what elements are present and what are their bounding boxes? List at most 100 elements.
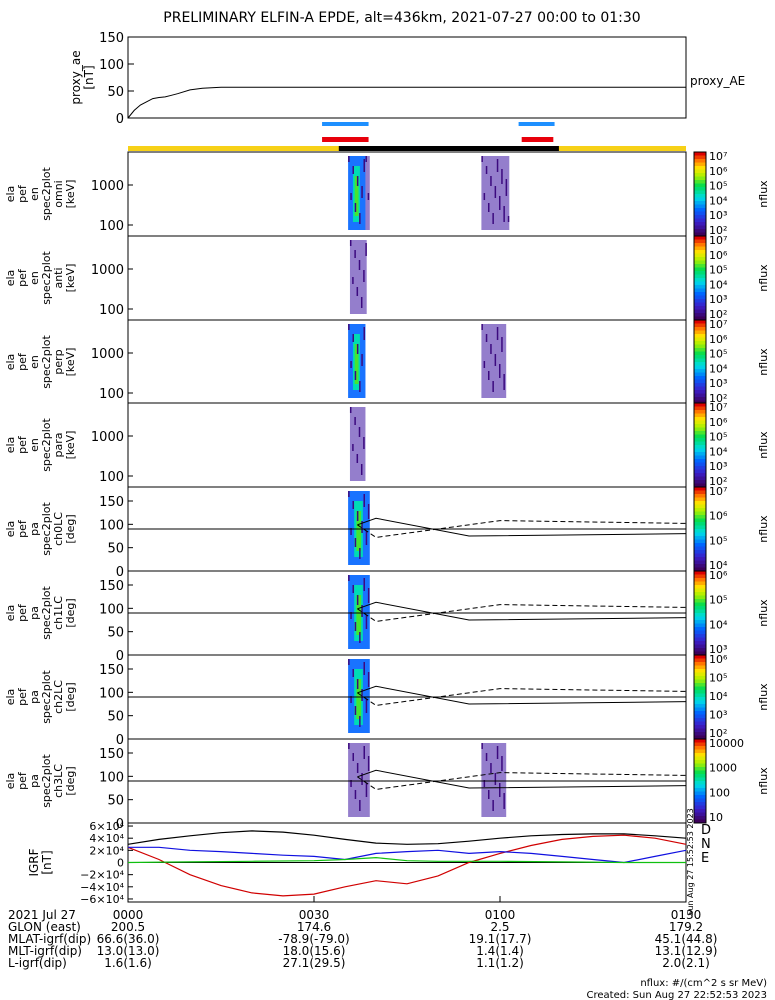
colorbar-tick-label: 10⁴ — [709, 194, 728, 207]
footer-value: 1.6(1.6) — [104, 956, 152, 970]
spectrogram-pixel — [354, 706, 357, 715]
igrf-ylabel-line: [nT] — [40, 850, 54, 874]
colorbar-cell — [694, 497, 706, 502]
spectrogram-pixel — [363, 270, 365, 282]
spectrogram-pixel — [496, 159, 499, 172]
colorbar-cell — [694, 753, 706, 757]
spectrogram-pixel — [494, 773, 497, 785]
colorbar-cell — [694, 369, 706, 373]
proxy-ae-panel: 150 100 50 0 proxy_AE proxy_ae[nT] — [69, 31, 745, 127]
spectrogram-pixel — [348, 575, 350, 581]
colorbar-cell — [694, 567, 706, 572]
panel-ylabel-line: en — [28, 438, 41, 452]
colorbar-tick-label: 10³ — [709, 209, 727, 222]
spectrogram-pixel — [352, 334, 354, 342]
colorbar-tick-label: 10⁷ — [709, 234, 727, 247]
spectrogram-pixel — [485, 334, 488, 342]
spectrogram-pixel — [349, 240, 352, 246]
spectrogram-pixel — [359, 632, 361, 643]
panel-bg — [128, 320, 686, 404]
panel-ylabel-line: pef — [16, 519, 29, 538]
colorbar-cell — [694, 616, 706, 621]
panel-ylabel-line: pef — [16, 352, 29, 371]
spectrogram-pixel — [363, 746, 365, 759]
colorbar-cell — [694, 679, 706, 684]
colorbar-cell — [694, 264, 706, 268]
colorbar-cell — [694, 735, 706, 740]
colorbar-cell — [694, 574, 706, 579]
footer-value: 13.1(12.9) — [655, 944, 718, 958]
colorbar-cell — [694, 774, 706, 778]
spectrogram-pixel — [505, 179, 508, 196]
footer-value: 2.5 — [490, 920, 509, 934]
colorbar-cell — [694, 749, 706, 754]
spectrogram-pixel — [361, 689, 363, 701]
spectrogram-pixel — [499, 364, 501, 378]
colorbar-cell — [694, 564, 706, 568]
footer-row-label: 2021 Jul 27 — [8, 908, 76, 922]
colorbar-cell — [694, 620, 706, 624]
colorbar-cell — [694, 714, 706, 719]
spectrogram-pixel — [356, 287, 359, 296]
colorbar-cell — [694, 274, 706, 279]
spectrogram-pixel — [365, 615, 368, 629]
spectrogram-pixel — [356, 511, 359, 521]
colorbar-tick-label: 10⁵ — [709, 594, 727, 607]
proxy-ae-ytick-label: 0 — [116, 112, 124, 127]
colorbar-cell — [694, 802, 706, 806]
colorbar-tick-label: 10⁵ — [709, 180, 727, 193]
colorbar-cell — [694, 410, 706, 414]
colorbar-cell — [694, 159, 706, 163]
colorbar-cell — [694, 257, 706, 261]
panel-ytick-label: 150 — [99, 663, 124, 678]
panel-en_para: 1000 100 elapefenspec2plotpara[keV] 10⁷ 10⁶ 1… — [4, 401, 770, 488]
panel-ytick-label: 50 — [107, 710, 124, 725]
colorbar-cell — [694, 243, 706, 247]
colorbar-cell — [694, 166, 706, 170]
footer-value: -78.9(-79.0) — [278, 932, 349, 946]
panel-ylabel: elapefenspec2plotomni[keV] — [4, 167, 77, 221]
panel-ylabel-line: ch3LC — [52, 764, 65, 798]
colorbar-cell — [694, 271, 706, 275]
panel-ytick-label: 100 — [99, 303, 124, 318]
footer-row-label: L-igrf(dip) — [8, 956, 67, 970]
spectrogram-pixel — [501, 169, 503, 184]
colorbar-cell — [694, 669, 706, 673]
colorbar-cell — [694, 704, 706, 708]
colorbar-tick-label: 100 — [709, 786, 730, 799]
colorbar-cell — [694, 784, 706, 789]
colorbar-cell — [694, 532, 706, 537]
colorbar-tick-label: 10³ — [709, 709, 727, 722]
colorbar-cell — [694, 788, 706, 792]
spectrogram-core — [356, 511, 362, 551]
panel-ytick-label: 100 — [99, 602, 124, 617]
igrf-ytick-label: −4×10⁴ — [80, 881, 124, 894]
proxy-ae-frame — [127, 36, 687, 119]
spectrogram-core — [356, 595, 362, 635]
colorbar-cell — [694, 739, 706, 743]
colorbar-cell — [694, 613, 706, 617]
proxy-ae-ytick-label: 150 — [99, 31, 124, 46]
loss-cone-dashed — [357, 772, 687, 790]
spectrogram-pixel — [501, 756, 503, 771]
colorbar-cell — [694, 169, 706, 174]
spectrogram-pixel — [488, 203, 490, 212]
igrf-ytick-label: 0 — [117, 857, 124, 870]
colorbar-cell — [694, 466, 706, 470]
colorbar-cell — [694, 278, 706, 282]
colorbar-tick-label: 1000 — [709, 762, 737, 775]
colorbar-cell — [694, 816, 706, 820]
spectrogram-core — [354, 176, 359, 216]
panel-en_omni: 1000 100 elapefenspec2plotomni[keV] 10⁷ 10⁶ 1… — [4, 150, 770, 237]
panel-ylabel-line: omni — [52, 180, 65, 207]
colorbar-tick-label: 10⁶ — [709, 165, 728, 178]
colorbar-tick-label: 10⁶ — [709, 416, 728, 429]
colorbar-cell — [694, 180, 706, 184]
colorbar-tick-label: 10⁵ — [709, 348, 727, 361]
colorbar-cell — [694, 309, 706, 314]
spectrogram-pixel — [490, 344, 492, 354]
panel-ytick-label: 1000 — [91, 347, 124, 362]
colorbar-cell — [694, 162, 706, 167]
colorbar-cell — [694, 204, 706, 209]
spectrogram-pixel — [494, 354, 497, 366]
